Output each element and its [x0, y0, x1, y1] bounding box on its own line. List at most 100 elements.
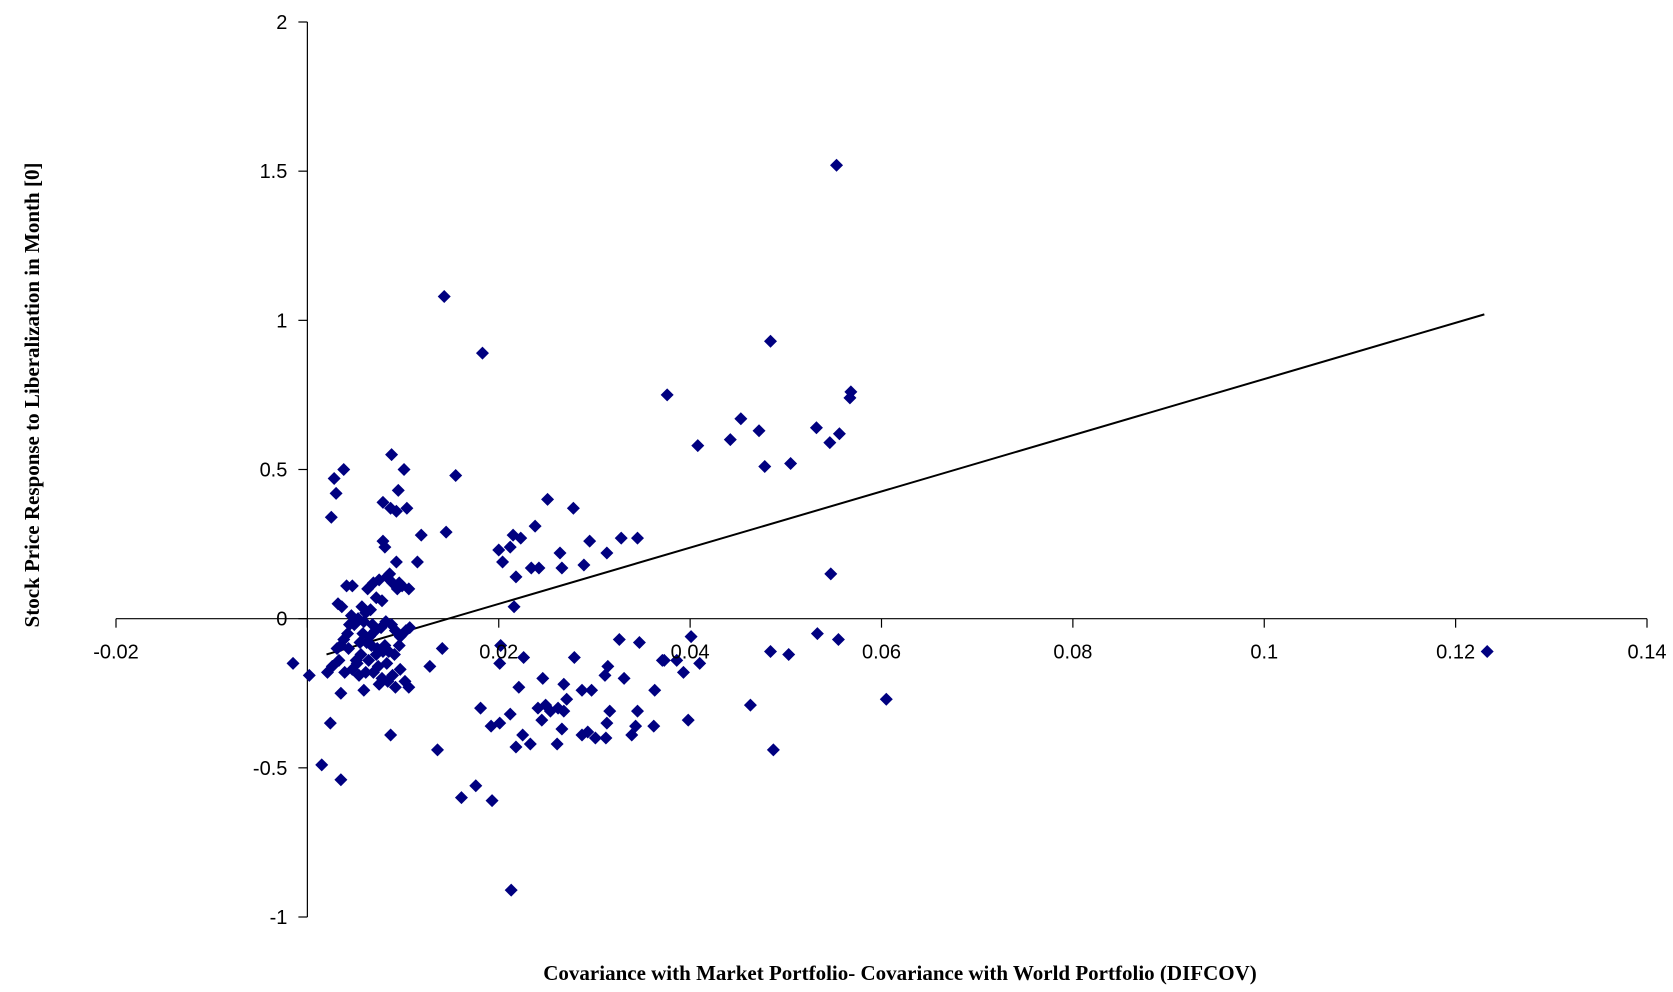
- axes: [115, 21, 1648, 918]
- data-point: [723, 433, 737, 447]
- data-point: [327, 471, 341, 485]
- data-point: [350, 656, 364, 670]
- data-point: [532, 561, 546, 575]
- data-point: [553, 546, 567, 560]
- data-point: [342, 642, 356, 655]
- data-point: [376, 495, 390, 509]
- data-point: [391, 483, 405, 497]
- data-point: [392, 639, 406, 653]
- data-point: [506, 528, 520, 542]
- data-point: [782, 647, 796, 661]
- data-point: [555, 561, 569, 575]
- data-point: [400, 501, 414, 515]
- data-point: [823, 436, 837, 450]
- data-point: [843, 391, 857, 405]
- data-point: [810, 627, 824, 641]
- data-point: [340, 579, 354, 593]
- data-point: [598, 668, 612, 682]
- data-point: [504, 883, 518, 897]
- data-point: [334, 773, 348, 787]
- y-tick-label: 0.5: [260, 460, 288, 482]
- y-axis-title: Stock Price Response to Liberalization i…: [20, 163, 44, 628]
- y-tick-label: 1: [276, 310, 287, 332]
- data-point: [764, 334, 778, 348]
- data-point: [764, 644, 778, 658]
- data-point: [512, 680, 526, 694]
- data-point: [380, 656, 394, 670]
- data-point: [557, 704, 571, 718]
- data-point: [743, 698, 757, 712]
- data-point: [670, 653, 684, 667]
- data-point: [403, 621, 417, 635]
- data-point: [557, 677, 571, 691]
- data-point: [484, 719, 498, 733]
- data-point: [503, 707, 517, 721]
- data-point: [323, 716, 337, 730]
- data-point: [492, 543, 506, 557]
- x-tick-label: 0.06: [862, 642, 901, 664]
- data-point: [600, 546, 614, 560]
- data-point: [734, 412, 748, 426]
- data-point: [356, 627, 370, 641]
- data-point: [315, 758, 329, 772]
- data-point: [824, 567, 838, 581]
- data-point: [567, 650, 581, 664]
- data-point: [330, 642, 344, 655]
- data-point: [691, 439, 705, 453]
- data-point: [389, 555, 403, 569]
- data-point: [402, 680, 416, 694]
- data-point: [435, 642, 449, 655]
- data-point: [335, 600, 349, 614]
- data-point: [431, 743, 445, 757]
- data-point: [539, 698, 553, 712]
- data-point: [629, 719, 643, 733]
- data-point: [632, 636, 646, 650]
- data-point: [528, 519, 542, 533]
- data-point: [469, 779, 483, 793]
- data-point: [752, 424, 766, 438]
- data-point: [536, 671, 550, 685]
- data-point: [378, 540, 392, 554]
- data-point: [784, 457, 798, 471]
- data-point: [832, 427, 846, 441]
- x-tick-label: 0.02: [479, 642, 518, 664]
- data-point: [657, 653, 671, 667]
- data-point: [494, 639, 508, 653]
- data-point: [676, 665, 690, 679]
- data-point: [389, 504, 403, 518]
- data-point: [535, 713, 549, 727]
- x-tick-label: 0.04: [671, 642, 710, 664]
- y-tick-label: -0.5: [253, 758, 287, 780]
- data-point: [830, 158, 844, 172]
- data-point: [648, 683, 662, 697]
- data-point: [383, 567, 397, 581]
- data-point: [523, 737, 537, 751]
- data-point: [474, 701, 488, 715]
- data-point: [612, 633, 626, 647]
- data-point: [302, 668, 316, 682]
- data-point: [516, 728, 530, 742]
- data-point: [369, 591, 383, 605]
- data-point: [392, 576, 406, 590]
- trendline: [326, 313, 1485, 656]
- data-point: [449, 468, 463, 482]
- tick-labels: -0.02 0.02 0.04 0.06 0.08 0.1 0.12 0.14 -1 -0.5 0 0…: [93, 12, 1666, 929]
- x-tick-label: 0.12: [1436, 642, 1475, 664]
- data-point: [809, 421, 823, 435]
- data-point: [362, 653, 376, 667]
- data-point: [338, 665, 352, 679]
- y-tick-label: 0: [276, 609, 287, 631]
- data-point: [372, 677, 386, 691]
- x-tick-label: -0.02: [93, 642, 139, 664]
- data-point: [517, 650, 531, 664]
- data-point: [387, 647, 401, 661]
- data-point: [758, 460, 772, 474]
- data-point: [509, 570, 523, 584]
- data-point: [357, 683, 371, 697]
- data-point: [879, 692, 893, 706]
- data-point: [334, 686, 348, 700]
- data-point: [496, 555, 510, 569]
- data-points: [286, 158, 1494, 897]
- data-point: [585, 683, 599, 697]
- data-point: [524, 561, 538, 575]
